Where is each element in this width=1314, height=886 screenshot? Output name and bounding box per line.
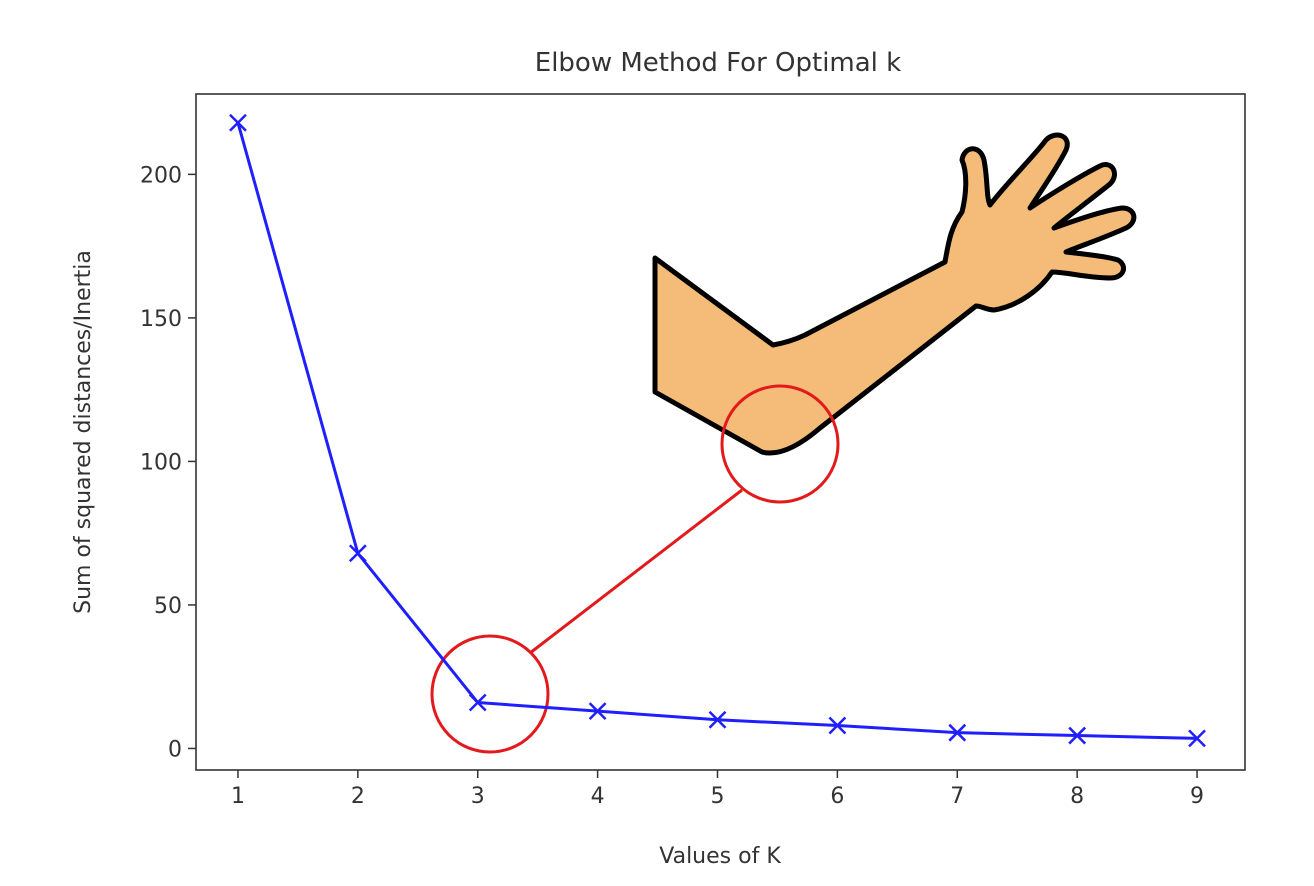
x-tick-label: 6 xyxy=(830,784,844,809)
data-point-k3 xyxy=(468,693,487,712)
data-point-k8 xyxy=(1068,726,1087,745)
arm-elbow-circle xyxy=(720,384,840,504)
y-ticks: 0 50 100 150 200 xyxy=(140,163,196,762)
y-tick-label: 200 xyxy=(140,163,182,188)
x-axis-label: Values of K xyxy=(659,844,781,869)
chart-title: Elbow Method For Optimal k xyxy=(535,48,901,78)
data-point-k6 xyxy=(828,716,847,735)
data-point-k2 xyxy=(348,544,367,563)
plot-frame xyxy=(195,93,1246,771)
series-group xyxy=(229,113,1206,748)
elbow-highlight-circle xyxy=(430,634,550,754)
x-tick-label: 4 xyxy=(591,784,605,809)
x-ticks: 1 2 3 4 5 6 7 8 9 xyxy=(231,770,1204,809)
y-tick-label: 50 xyxy=(154,594,182,619)
x-tick-label: 3 xyxy=(471,784,485,809)
x-tick-label: 9 xyxy=(1190,784,1204,809)
x-tick-label: 8 xyxy=(1070,784,1084,809)
connector-line xyxy=(529,488,743,655)
data-point-k7 xyxy=(948,723,967,742)
data-point-k9 xyxy=(1188,729,1206,748)
y-tick-label: 100 xyxy=(140,450,182,475)
y-tick-label: 0 xyxy=(168,737,182,762)
y-axis-label: Sum of squared distances/Inertia xyxy=(71,250,96,614)
y-tick-label: 150 xyxy=(140,307,182,332)
data-point-k5 xyxy=(708,710,727,729)
data-point-k1 xyxy=(229,113,247,132)
x-tick-label: 5 xyxy=(711,784,725,809)
waving-arm-icon xyxy=(652,132,1137,456)
x-tick-label: 2 xyxy=(351,784,365,809)
data-point-k4 xyxy=(588,702,607,721)
x-tick-label: 7 xyxy=(950,784,964,809)
x-tick-label: 1 xyxy=(231,784,245,809)
arm-shape xyxy=(652,132,1137,456)
